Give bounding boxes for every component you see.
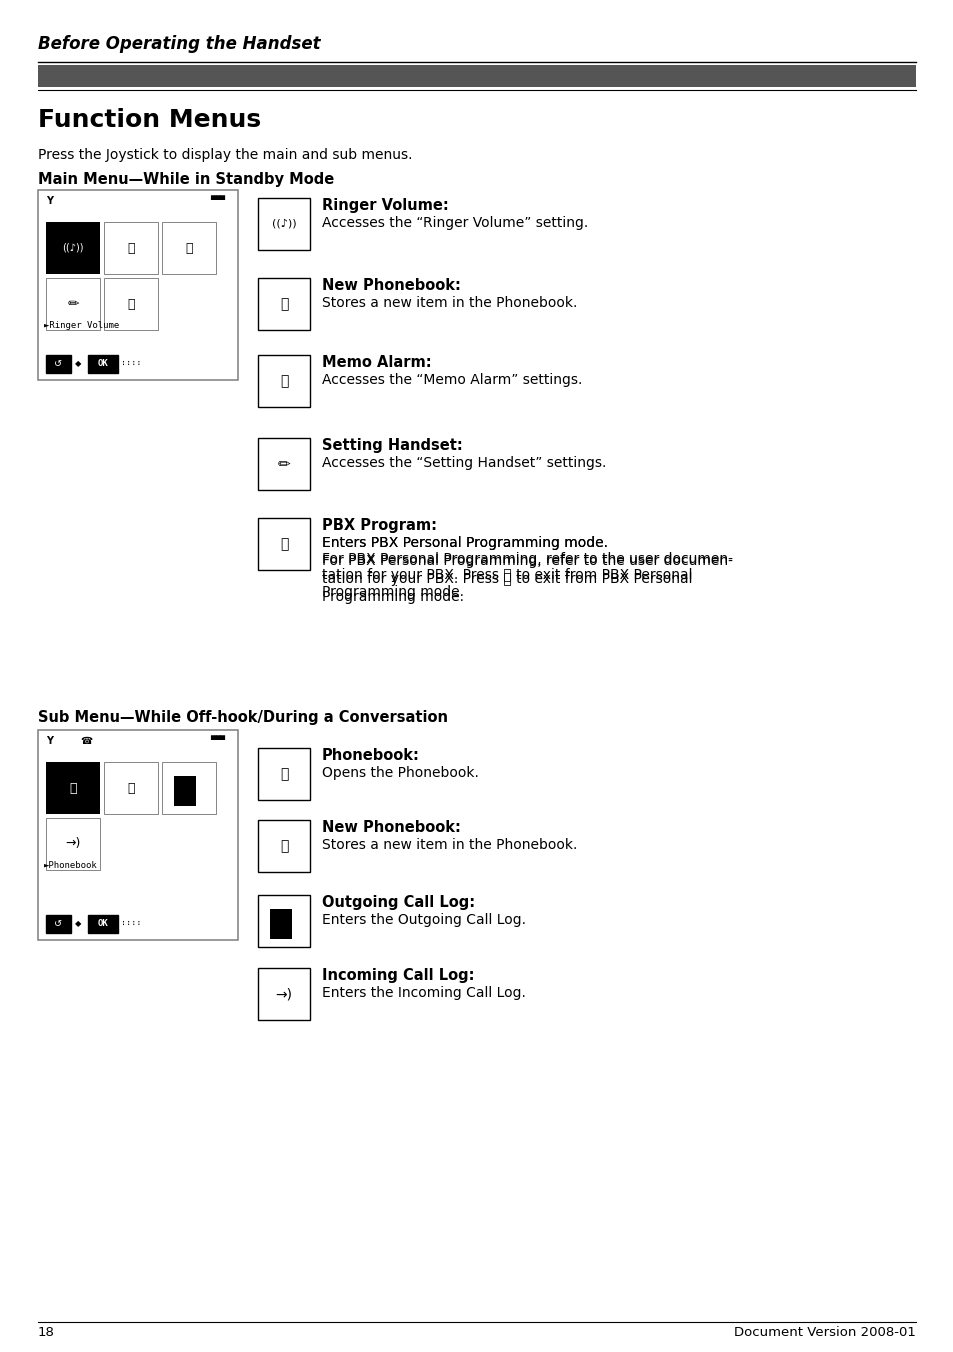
Bar — [46, 763, 100, 814]
Text: →): →) — [65, 837, 81, 850]
Text: Enters PBX Personal Programming mode.
For PBX Personal Programming, refer to the: Enters PBX Personal Programming mode. Fo… — [322, 535, 732, 599]
Bar — [88, 356, 118, 373]
Text: Before Operating the Handset: Before Operating the Handset — [38, 35, 320, 53]
Bar — [270, 909, 292, 940]
Bar — [257, 821, 310, 872]
Text: ↺: ↺ — [54, 919, 63, 929]
Text: Ringer Volume:: Ringer Volume: — [322, 197, 448, 214]
Text: ▀▀▀: ▀▀▀ — [210, 735, 225, 745]
Text: Programming mode.: Programming mode. — [322, 589, 463, 604]
Bar — [46, 222, 100, 274]
Text: Enters the Incoming Call Log.: Enters the Incoming Call Log. — [322, 986, 525, 1000]
Text: Setting Handset:: Setting Handset: — [322, 438, 462, 453]
Text: Accesses the “Memo Alarm” settings.: Accesses the “Memo Alarm” settings. — [322, 373, 581, 387]
Bar — [257, 279, 310, 330]
Text: Memo Alarm:: Memo Alarm: — [322, 356, 431, 370]
Bar — [257, 518, 310, 571]
Text: Outgoing Call Log:: Outgoing Call Log: — [322, 895, 475, 910]
Text: 📖: 📖 — [279, 767, 288, 781]
Text: ⏰: ⏰ — [279, 375, 288, 388]
Text: 📋: 📋 — [127, 297, 134, 311]
Text: Stores a new item in the Phonebook.: Stores a new item in the Phonebook. — [322, 296, 577, 310]
Text: Sub Menu—While Off-hook/During a Conversation: Sub Menu—While Off-hook/During a Convers… — [38, 710, 448, 725]
Text: ⏰: ⏰ — [185, 242, 193, 254]
Text: tation for your PBX. Press ⒫ to exit from PBX Personal: tation for your PBX. Press ⒫ to exit fro… — [322, 572, 692, 585]
Bar — [46, 279, 100, 330]
Bar — [38, 65, 915, 87]
Text: Enters PBX Personal Programming mode.: Enters PBX Personal Programming mode. — [322, 535, 607, 550]
Bar — [104, 763, 158, 814]
Text: Document Version 2008-01: Document Version 2008-01 — [734, 1326, 915, 1338]
Text: Incoming Call Log:: Incoming Call Log: — [322, 968, 474, 983]
Bar — [38, 191, 237, 380]
Text: Opens the Phonebook.: Opens the Phonebook. — [322, 767, 478, 780]
Text: ▀▀▀: ▀▀▀ — [210, 196, 225, 206]
Text: Accesses the “Setting Handset” settings.: Accesses the “Setting Handset” settings. — [322, 456, 606, 470]
Text: 📖: 📖 — [279, 297, 288, 311]
Text: 📖: 📖 — [279, 840, 288, 853]
Text: 📖: 📖 — [70, 781, 76, 795]
Text: ◆: ◆ — [74, 360, 81, 369]
Bar — [104, 222, 158, 274]
Bar — [257, 356, 310, 407]
Text: Main Menu—While in Standby Mode: Main Menu—While in Standby Mode — [38, 172, 334, 187]
Text: ►Ringer Volume: ►Ringer Volume — [44, 320, 119, 330]
Text: Phonebook:: Phonebook: — [322, 748, 419, 763]
Text: ✏: ✏ — [67, 297, 79, 311]
Text: PBX Program:: PBX Program: — [322, 518, 436, 533]
Bar — [173, 776, 195, 806]
Bar — [46, 818, 100, 869]
Text: Y: Y — [46, 196, 53, 206]
Bar — [257, 438, 310, 489]
Bar — [162, 763, 215, 814]
Bar — [257, 748, 310, 800]
Text: OK: OK — [97, 360, 109, 369]
Text: ►Phonebook: ►Phonebook — [44, 861, 97, 869]
Text: ⠇⠇⠇⠇: ⠇⠇⠇⠇ — [122, 921, 142, 927]
Text: →): →) — [275, 987, 293, 1000]
Text: 18: 18 — [38, 1326, 55, 1338]
Text: New Phonebook:: New Phonebook: — [322, 279, 460, 293]
Text: ((♪)): ((♪)) — [62, 243, 84, 253]
Bar — [88, 915, 118, 933]
Text: Stores a new item in the Phonebook.: Stores a new item in the Phonebook. — [322, 838, 577, 852]
Text: 📖: 📖 — [127, 242, 134, 254]
Text: ⠇⠇⠇⠇: ⠇⠇⠇⠇ — [122, 361, 142, 366]
Text: For PBX Personal Programming, refer to the user documen-: For PBX Personal Programming, refer to t… — [322, 554, 732, 568]
Text: Function Menus: Function Menus — [38, 108, 261, 132]
Text: ↺: ↺ — [54, 360, 63, 369]
Text: ◆: ◆ — [74, 919, 81, 929]
Text: 📋: 📋 — [279, 537, 288, 552]
Text: Enters the Outgoing Call Log.: Enters the Outgoing Call Log. — [322, 913, 525, 927]
Text: New Phonebook:: New Phonebook: — [322, 821, 460, 836]
Bar — [162, 222, 215, 274]
Bar — [257, 895, 310, 946]
Text: Press the Joystick to display the main and sub menus.: Press the Joystick to display the main a… — [38, 147, 412, 162]
Text: Y: Y — [46, 735, 53, 746]
Text: Accesses the “Ringer Volume” setting.: Accesses the “Ringer Volume” setting. — [322, 216, 588, 230]
Text: 📖: 📖 — [127, 781, 134, 795]
Text: ✏: ✏ — [277, 457, 290, 472]
Bar — [46, 915, 71, 933]
Text: OK: OK — [97, 919, 109, 929]
Bar — [104, 279, 158, 330]
Bar — [257, 197, 310, 250]
Bar — [38, 730, 237, 940]
Text: ☎: ☎ — [80, 735, 92, 746]
Bar — [46, 356, 71, 373]
Text: ((♪)): ((♪)) — [272, 219, 296, 228]
Bar — [257, 968, 310, 1019]
